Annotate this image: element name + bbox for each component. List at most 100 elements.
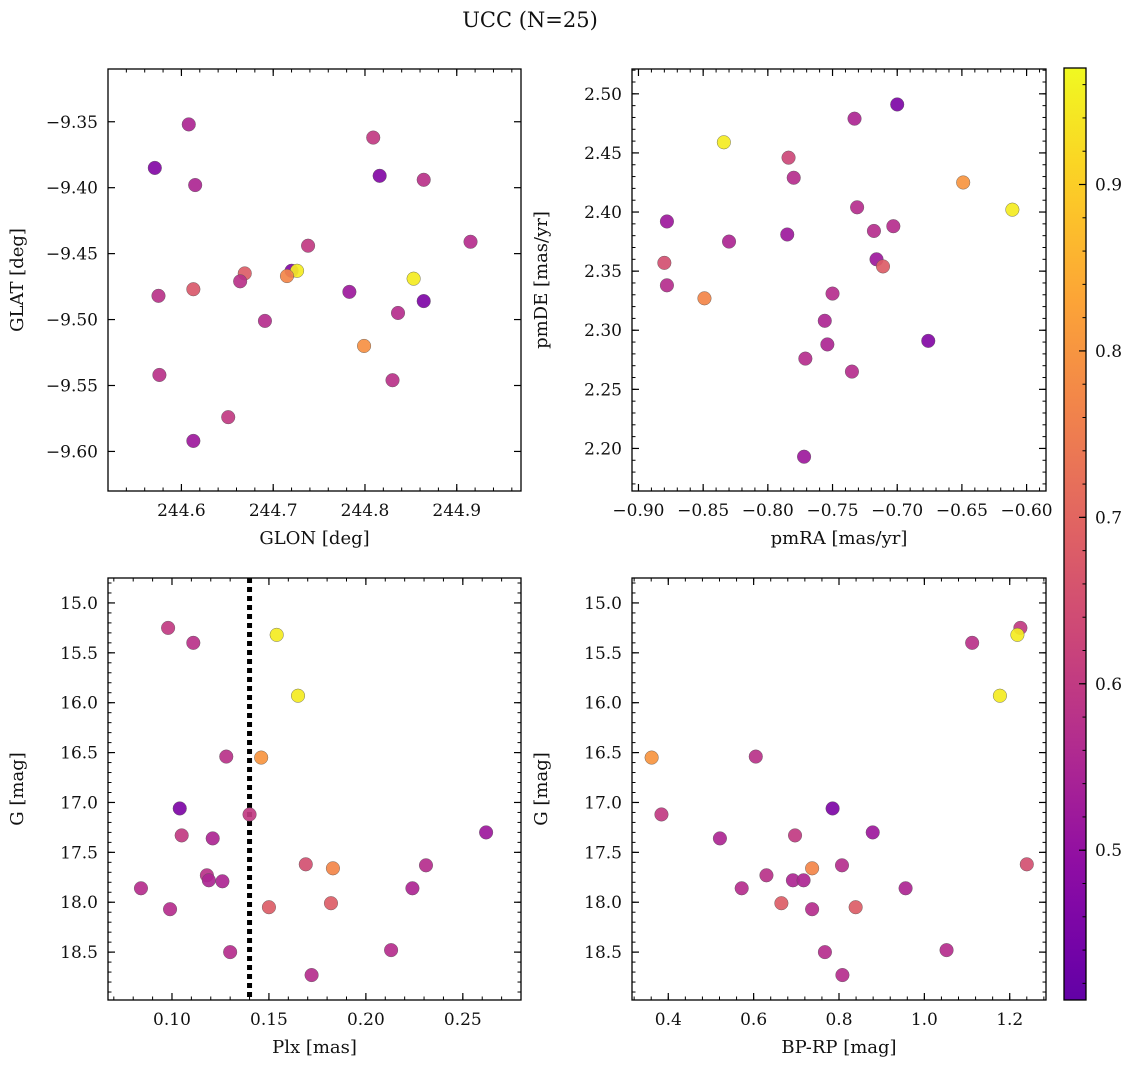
ticks <box>632 578 1046 1000</box>
scatter-point <box>416 294 431 309</box>
scatter-point <box>796 873 811 888</box>
axes-frame <box>107 68 522 492</box>
scatter-point <box>644 750 659 765</box>
y-tick-label: 15.5 <box>60 644 98 664</box>
scatter-point <box>939 943 954 958</box>
scatter-point <box>416 172 431 187</box>
scatter-point <box>405 881 420 896</box>
scatter-point <box>261 900 276 915</box>
x-axis-label: Plx [mas] <box>272 1037 357 1058</box>
y-tick-label: 18.5 <box>584 943 622 963</box>
scatter-point <box>817 945 832 960</box>
y-tick-label: 2.35 <box>584 262 622 282</box>
x-tick-label: 0.8 <box>825 1010 852 1030</box>
scatter-point <box>479 825 494 840</box>
colorbar-tick-label: 0.8 <box>1095 342 1122 362</box>
points <box>644 620 1034 983</box>
x-tick-label: 244.9 <box>432 501 481 521</box>
scatter-point <box>304 968 319 983</box>
y-tick-label: −9.55 <box>46 377 98 397</box>
y-tick-label: 17.0 <box>60 793 98 813</box>
y-axis-label: pmDE [mas/yr] <box>531 211 552 349</box>
points <box>147 117 478 448</box>
x-tick-label: 0.20 <box>347 1010 385 1030</box>
x-tick-label: 244.8 <box>341 501 390 521</box>
scatter-point <box>152 367 167 382</box>
scatter-point <box>898 881 913 896</box>
scatter-point <box>418 858 433 873</box>
scatter-point <box>163 902 178 917</box>
y-tick-label: 2.50 <box>584 85 622 105</box>
scatter-point <box>805 861 820 876</box>
x-tick-label: −0.60 <box>1001 501 1053 521</box>
scatter-point <box>734 881 749 896</box>
scatter-point <box>712 831 727 846</box>
scatter-point <box>463 234 478 249</box>
y-tick-label: 16.0 <box>584 694 622 714</box>
x-tick-label: −0.80 <box>742 501 794 521</box>
panels: 244.6 244.7 244.8 244.9 −9.35 −9.40 −9.45 −9.50… <box>7 68 1053 1058</box>
x-tick-label: 244.7 <box>249 501 298 521</box>
scatter-point <box>820 337 835 352</box>
scatter-point <box>748 749 763 764</box>
y-tick-label: 2.20 <box>584 439 622 459</box>
panel-plx: 0.10 0.15 0.20 0.25 15.0 15.5 16.0 16.5 17.0 17.5… <box>7 577 522 1058</box>
axes-frame <box>107 577 522 1001</box>
scatter-point <box>659 278 674 293</box>
scatter-point <box>1010 627 1025 642</box>
x-tick-label: 0.25 <box>444 1010 482 1030</box>
ticks <box>107 69 521 491</box>
x-axis-label: GLON [deg] <box>259 528 369 549</box>
y-axis-label: G [mag] <box>531 752 552 825</box>
y-tick-label: −9.60 <box>46 442 98 462</box>
scatter-point <box>848 900 863 915</box>
y-tick-label: 18.0 <box>60 893 98 913</box>
x-axis-label: pmRA [mas/yr] <box>771 528 908 549</box>
y-axis-label: G [mag] <box>7 752 28 825</box>
x-tick-label: 1.0 <box>911 1010 938 1030</box>
x-tick-label: −0.70 <box>871 501 923 521</box>
figure-title: UCC (N=25) <box>462 8 598 32</box>
colorbar-tick-label: 0.9 <box>1095 176 1122 196</box>
scatter-point <box>151 288 166 303</box>
scatter-point <box>788 828 803 843</box>
y-tick-label: 17.0 <box>584 793 622 813</box>
scatter-point <box>890 97 905 112</box>
ticks <box>632 69 1046 491</box>
scatter-point <box>205 831 220 846</box>
scatter-point <box>774 896 789 911</box>
y-axis-label: GLAT [deg] <box>7 228 28 332</box>
scatter-point <box>780 227 795 242</box>
x-axis-label: BP-RP [mag] <box>781 1037 896 1058</box>
scatter-point <box>697 291 712 306</box>
scatter-point <box>186 635 201 650</box>
scatter-point <box>657 255 672 270</box>
scatter-point <box>181 117 196 132</box>
scatter-point <box>805 902 820 917</box>
scatter-point <box>825 801 840 816</box>
x-tick-label: 0.4 <box>655 1010 682 1030</box>
scatter-point <box>201 873 216 888</box>
y-tick-label: 16.0 <box>60 694 98 714</box>
scatter-point <box>825 286 840 301</box>
scatter-point <box>133 881 148 896</box>
panel-cmd: 0.4 0.6 0.8 1.0 1.2 15.0 15.5 16.0 16.5 17.0 17.5 1… <box>531 577 1047 1058</box>
scatter-point <box>654 807 669 822</box>
y-tick-label: 16.5 <box>60 744 98 764</box>
scatter-point <box>269 627 284 642</box>
scatter-point <box>865 825 880 840</box>
points <box>657 97 1020 464</box>
scatter-point <box>188 178 203 193</box>
colorbar-gradient <box>1064 68 1086 1000</box>
scatter-point <box>1019 857 1034 872</box>
scatter-point <box>215 874 230 889</box>
scatter-point <box>174 828 189 843</box>
scatter-point <box>759 868 774 883</box>
scatter-point <box>172 801 187 816</box>
points <box>133 620 494 983</box>
x-tick-label: 0.6 <box>740 1010 767 1030</box>
y-tick-label: 2.25 <box>584 380 622 400</box>
scatter-point <box>366 130 381 145</box>
scatter-point <box>257 313 272 328</box>
y-tick-label: 15.0 <box>584 594 622 614</box>
